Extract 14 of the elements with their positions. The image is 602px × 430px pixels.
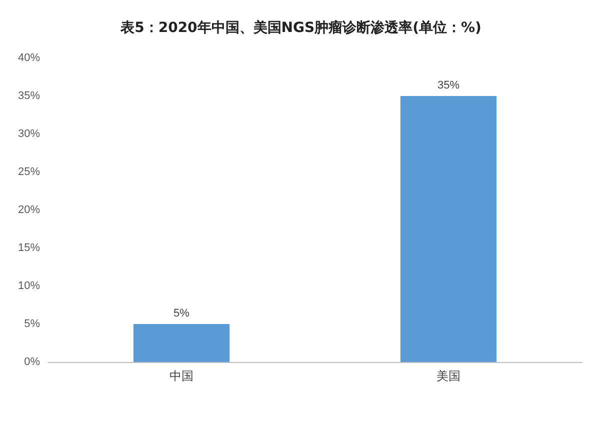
y-tick-label: 30% <box>18 128 40 140</box>
y-tick-label: 20% <box>18 204 40 216</box>
data-label: 35% <box>437 80 460 92</box>
x-tick-label: 中国 <box>170 369 194 383</box>
chart-title: 表5：2020年中国、美国NGS肿瘤诊断渗透率(单位：%) <box>120 19 482 36</box>
y-tick-label: 40% <box>18 52 40 64</box>
data-label: 5% <box>174 308 190 320</box>
y-tick-label: 35% <box>18 90 40 102</box>
x-tick-label: 美国 <box>436 369 460 383</box>
y-tick-label: 25% <box>18 166 40 178</box>
y-tick-label: 15% <box>18 242 40 254</box>
y-tick-label: 10% <box>18 280 40 292</box>
y-tick-label: 5% <box>24 318 40 330</box>
y-tick-label: 0% <box>24 356 40 368</box>
